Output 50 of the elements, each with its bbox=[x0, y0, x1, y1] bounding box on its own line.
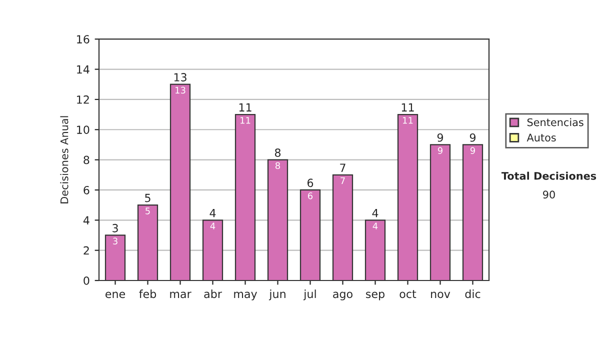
data-label: 5 bbox=[146, 208, 150, 214]
text: Total Decisiones bbox=[501, 172, 596, 180]
total-label: 4 bbox=[210, 208, 216, 218]
y-axis-title: Decisiones Anual bbox=[60, 116, 68, 204]
data-label: 13 bbox=[176, 86, 186, 94]
total-label: 11 bbox=[239, 103, 252, 112]
y-tick-label: 10 bbox=[77, 126, 90, 134]
legend-label: Sentencias bbox=[527, 118, 584, 126]
y-tick-label: 2 bbox=[84, 246, 89, 255]
x-tick-label: ene bbox=[106, 292, 126, 298]
data-label: 11 bbox=[403, 117, 413, 124]
data-label: 6 bbox=[308, 192, 313, 200]
total-label: 8 bbox=[274, 148, 281, 157]
total-label: 7 bbox=[340, 164, 346, 172]
x-tick-label: oct bbox=[400, 290, 416, 298]
data-label: 4 bbox=[372, 222, 378, 230]
total-label: 6 bbox=[307, 178, 314, 188]
x-tick-label: dic bbox=[465, 290, 480, 298]
y-tick-label: 6 bbox=[84, 186, 90, 194]
data-label: 11 bbox=[240, 117, 250, 124]
data-label: 9 bbox=[438, 147, 442, 154]
total-label: 9 bbox=[437, 133, 444, 142]
data-label: 8 bbox=[275, 162, 280, 170]
data-label: 3 bbox=[113, 238, 118, 244]
data-label: 9 bbox=[470, 147, 475, 154]
x-tick-label: nov bbox=[431, 292, 450, 298]
legend-label: Autos bbox=[526, 134, 556, 142]
y-tick-label: 12 bbox=[77, 95, 89, 104]
total-label: 13 bbox=[174, 73, 186, 82]
x-tick-label: may bbox=[234, 292, 258, 300]
x-tick-label: mar bbox=[170, 292, 192, 298]
x-tick-label: jun bbox=[268, 290, 286, 300]
x-tick-label: feb bbox=[139, 290, 156, 298]
y-tick-label: 14 bbox=[77, 65, 90, 74]
data-label: 7 bbox=[340, 177, 345, 184]
x-tick-label: ago bbox=[333, 292, 352, 300]
x-tick-label: sep bbox=[366, 292, 384, 300]
data-label: 4 bbox=[210, 222, 216, 230]
total-label: 3 bbox=[112, 224, 118, 232]
y-tick-label: 0 bbox=[84, 276, 90, 285]
x-tick-label: abr bbox=[204, 290, 222, 298]
total-label: 4 bbox=[372, 208, 378, 218]
text: 90 bbox=[543, 190, 555, 199]
x-tick-label: jul bbox=[303, 290, 316, 300]
total-label: 5 bbox=[145, 194, 150, 202]
y-tick-label: 16 bbox=[77, 35, 90, 44]
y-tick-label: 8 bbox=[84, 156, 90, 164]
total-label: 11 bbox=[402, 103, 414, 112]
total-label: 9 bbox=[470, 133, 476, 142]
y-tick-label: 4 bbox=[83, 216, 90, 224]
